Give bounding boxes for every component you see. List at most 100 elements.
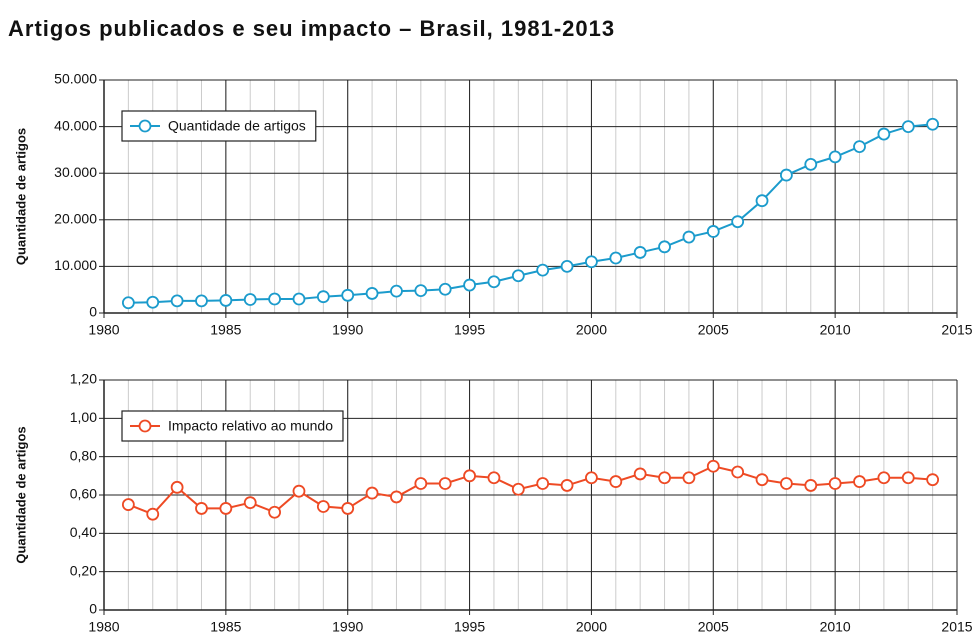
x-tick-label: 1995 — [454, 619, 485, 635]
data-point — [316, 500, 330, 513]
x-tick-label: 2010 — [820, 619, 851, 635]
data-point — [901, 120, 915, 133]
data-point — [511, 482, 525, 496]
data-point — [438, 477, 452, 490]
data-point — [877, 127, 891, 141]
data-point — [706, 459, 720, 473]
data-point — [901, 471, 915, 485]
data-point — [560, 479, 574, 492]
data-point — [804, 157, 818, 171]
data-point — [633, 246, 647, 259]
data-point — [463, 278, 476, 292]
data-point — [828, 150, 842, 164]
data-point — [755, 194, 769, 208]
x-tick-label: 2015 — [941, 619, 972, 635]
data-point — [926, 117, 940, 131]
data-point — [609, 475, 623, 488]
data-point — [877, 471, 891, 485]
x-tick-label: 1980 — [88, 322, 119, 338]
data-point — [706, 225, 720, 238]
data-point — [243, 293, 257, 306]
data-point — [536, 477, 550, 490]
x-tick-label: 1995 — [454, 322, 485, 338]
data-point — [658, 471, 671, 485]
x-tick-label: 2010 — [820, 322, 851, 338]
data-point — [341, 502, 355, 515]
data-point — [292, 484, 306, 498]
y-tick-label: 0,40 — [70, 524, 97, 540]
y-tick-label: 1,20 — [70, 371, 97, 387]
data-point — [463, 469, 476, 483]
data-point — [341, 288, 355, 302]
data-point — [414, 284, 428, 298]
data-point — [780, 477, 793, 490]
legend-marker — [138, 419, 152, 433]
y-tick-label: 1,00 — [70, 409, 97, 425]
x-tick-label: 2005 — [698, 322, 729, 338]
data-point — [146, 507, 160, 521]
y-tick-label: 30.000 — [54, 164, 97, 180]
data-point — [195, 294, 208, 308]
data-point — [268, 292, 282, 306]
data-point — [585, 471, 598, 485]
data-point — [487, 275, 501, 289]
data-point — [828, 477, 842, 490]
data-point — [316, 290, 330, 304]
x-tick-label: 1985 — [210, 322, 241, 338]
data-point — [268, 505, 282, 519]
x-tick-label: 1990 — [332, 322, 363, 338]
x-tick-label: 1990 — [332, 619, 363, 635]
data-point — [731, 215, 745, 229]
data-point — [390, 284, 403, 298]
legend-label: Quantidade de artigos — [168, 118, 306, 134]
legend-marker — [138, 119, 152, 133]
data-point — [487, 471, 501, 485]
data-point — [755, 473, 769, 487]
data-point — [609, 251, 623, 265]
data-point — [926, 473, 940, 487]
data-point — [560, 259, 574, 273]
data-point — [853, 140, 866, 154]
data-point — [438, 282, 452, 296]
data-point — [511, 269, 525, 283]
x-tick-label: 2000 — [576, 322, 607, 338]
data-point — [365, 486, 379, 500]
data-point — [219, 294, 233, 307]
y-tick-label: 0,60 — [70, 486, 97, 502]
data-point — [682, 230, 696, 244]
data-point — [365, 287, 379, 300]
x-tick-label: 2000 — [576, 619, 607, 635]
data-point — [146, 295, 160, 309]
data-point — [658, 240, 671, 254]
data-point — [536, 263, 550, 277]
data-point — [292, 292, 306, 306]
data-point — [121, 498, 135, 511]
x-tick-label: 2005 — [698, 619, 729, 635]
data-point — [170, 294, 184, 308]
data-point — [780, 168, 793, 182]
data-point — [170, 480, 184, 494]
x-tick-label: 2015 — [941, 322, 972, 338]
y-tick-label: 40.000 — [54, 117, 97, 133]
x-tick-label: 1985 — [210, 619, 241, 635]
y-tick-label: 0 — [89, 601, 97, 617]
y-axis-label: Quantidade de artigos — [13, 426, 28, 563]
y-axis-label: Quantidade de artigos — [13, 128, 28, 265]
y-tick-label: 20.000 — [54, 211, 97, 227]
data-point — [121, 296, 135, 310]
data-point — [219, 502, 233, 515]
y-tick-label: 50.000 — [54, 71, 97, 87]
data-point — [804, 479, 818, 492]
chart-title: Artigos publicados e seu impacto – Brasi… — [8, 16, 615, 41]
data-point — [682, 471, 696, 485]
data-point — [195, 502, 208, 515]
data-line — [128, 123, 933, 304]
data-point — [390, 490, 403, 504]
data-line — [128, 465, 933, 516]
data-point — [633, 467, 647, 481]
data-point — [853, 475, 866, 488]
y-tick-label: 0,80 — [70, 447, 97, 463]
data-point — [731, 465, 745, 479]
y-tick-label: 0,20 — [70, 562, 97, 578]
